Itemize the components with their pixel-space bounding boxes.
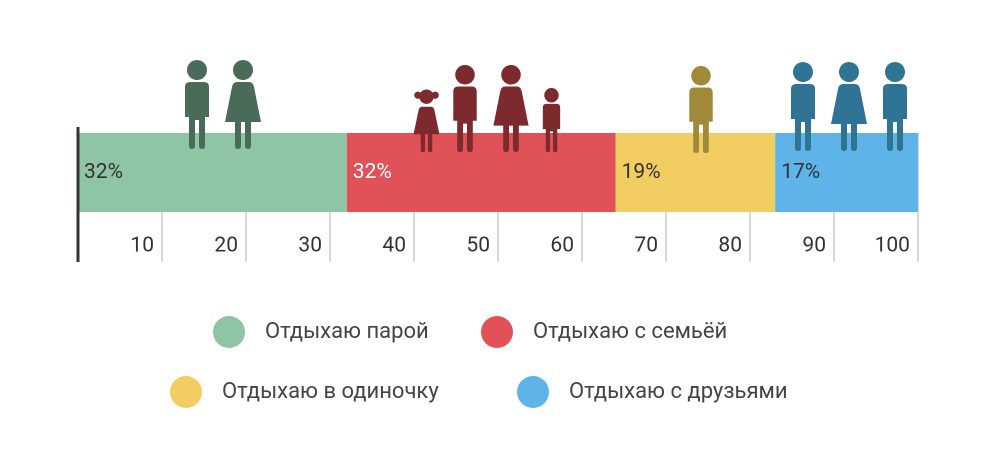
x-tick-label: 50 bbox=[466, 234, 490, 258]
bar-segment bbox=[346, 133, 616, 212]
legend-swatch bbox=[481, 316, 513, 348]
value-label: 32% bbox=[353, 160, 392, 184]
legend-swatch bbox=[213, 316, 245, 348]
legend-label: Отдыхаю в одиночку bbox=[222, 379, 439, 404]
x-tick-label: 10 bbox=[130, 234, 154, 258]
legend-swatch bbox=[517, 376, 549, 408]
x-tick-label: 80 bbox=[718, 234, 742, 258]
bar-segment bbox=[78, 133, 347, 212]
value-label: 17% bbox=[781, 160, 820, 184]
x-tick-label: 20 bbox=[214, 234, 238, 258]
x-tick-label: 90 bbox=[802, 234, 826, 258]
x-tick-label: 30 bbox=[298, 234, 322, 258]
value-label: 32% bbox=[84, 160, 123, 184]
x-tick-label: 100 bbox=[875, 234, 910, 258]
legend-label: Отдыхаю с друзьями bbox=[569, 379, 788, 404]
legend-label: Отдыхаю с семьёй bbox=[533, 319, 727, 344]
x-tick-label: 60 bbox=[550, 234, 574, 258]
legend-swatch bbox=[170, 376, 202, 408]
x-tick-label: 70 bbox=[634, 234, 658, 258]
value-label: 19% bbox=[622, 160, 661, 184]
legend-label: Отдыхаю парой bbox=[265, 319, 429, 344]
x-tick-label: 40 bbox=[382, 234, 406, 258]
